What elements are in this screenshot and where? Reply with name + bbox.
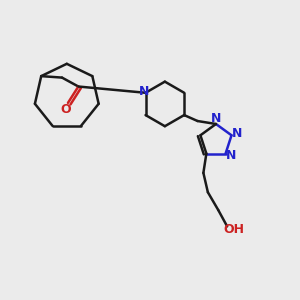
Text: N: N bbox=[139, 85, 149, 98]
Text: OH: OH bbox=[223, 223, 244, 236]
Text: N: N bbox=[211, 112, 221, 125]
Text: N: N bbox=[226, 148, 236, 162]
Text: N: N bbox=[232, 127, 242, 140]
Text: O: O bbox=[60, 103, 71, 116]
